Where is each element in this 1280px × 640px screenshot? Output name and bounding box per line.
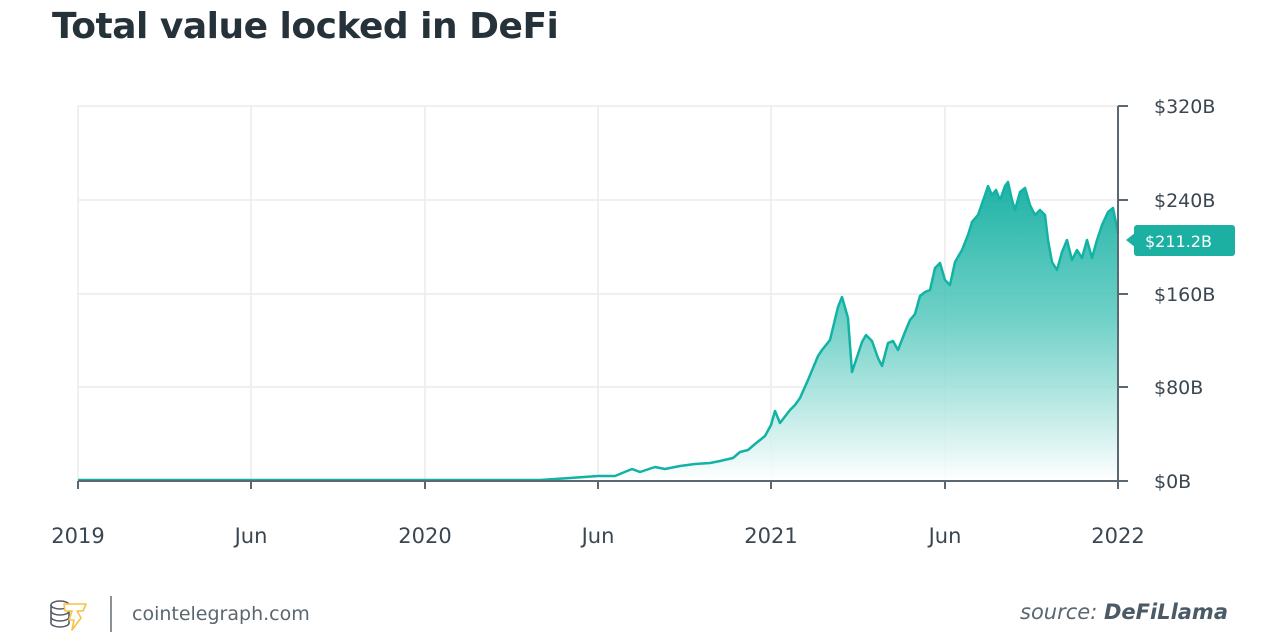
footer-source: source: DeFiLlama bbox=[1020, 600, 1228, 624]
tvl-line bbox=[78, 180, 1120, 482]
x-tick-label: Jun bbox=[927, 524, 962, 548]
source-prefix: source: bbox=[1020, 600, 1098, 624]
chart-title: Total value locked in DeFi bbox=[52, 6, 559, 47]
x-tick-label: 2022 bbox=[1091, 524, 1144, 548]
x-tick-label: Jun bbox=[233, 524, 268, 548]
y-axis bbox=[1117, 105, 1128, 489]
y-tick-label: $0B bbox=[1154, 471, 1191, 493]
footer-divider bbox=[110, 596, 112, 632]
cointelegraph-coin-stack-icon bbox=[50, 600, 87, 631]
x-tick-label: 2020 bbox=[398, 524, 451, 548]
x-tick-label: 2019 bbox=[51, 524, 104, 548]
footer-branding: cointelegraph.com bbox=[48, 596, 310, 632]
tvl-area-fill bbox=[78, 182, 1118, 481]
x-tick-label: 2021 bbox=[744, 524, 797, 548]
footer-site-name: cointelegraph.com bbox=[132, 603, 310, 625]
last-value-label: $211.2B bbox=[1145, 232, 1212, 251]
x-axis bbox=[77, 480, 1128, 489]
y-tick-label: $240B bbox=[1154, 190, 1215, 212]
y-tick-label: $80B bbox=[1154, 377, 1203, 399]
last-value-callout: $211.2B bbox=[1126, 225, 1235, 256]
y-tick-label: $320B bbox=[1154, 96, 1215, 118]
source-name: DeFiLlama bbox=[1103, 600, 1228, 624]
y-tick-label: $160B bbox=[1154, 284, 1215, 306]
x-tick-label: Jun bbox=[580, 524, 615, 548]
